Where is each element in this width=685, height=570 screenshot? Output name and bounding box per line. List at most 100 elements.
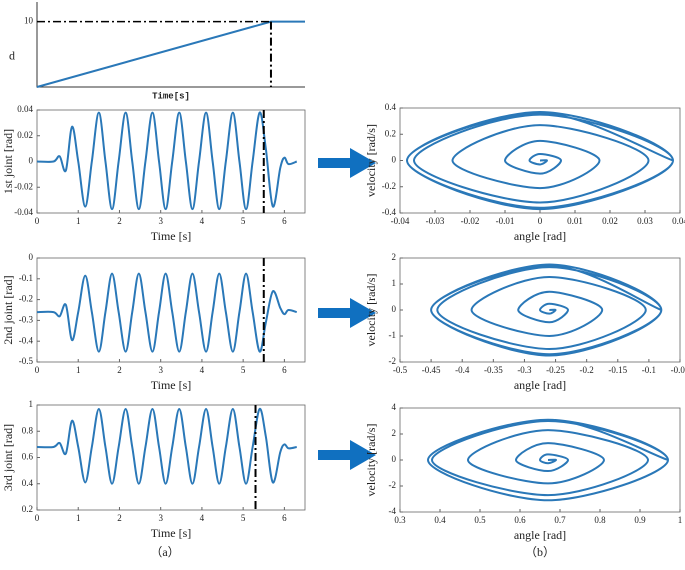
x-tick-label: 4	[200, 216, 205, 226]
y-tick-label: -0.2	[382, 181, 396, 191]
y-tick-label: 0.02	[17, 130, 33, 140]
arrow	[318, 148, 376, 178]
x-tick-label: 0	[35, 513, 40, 523]
x-tick-label: -0.2	[580, 365, 594, 375]
x-tick-label: -0.3	[517, 365, 532, 375]
data-line	[426, 418, 670, 502]
y-tick-label: -2	[389, 356, 397, 366]
y-tick-label: 1	[29, 399, 34, 409]
y-tick-label: 0	[29, 156, 34, 166]
x-tick-label: 6	[282, 513, 287, 523]
data-line	[36, 407, 297, 485]
x-tick-label: 1	[76, 513, 81, 523]
y-tick-label: 0.6	[22, 452, 34, 462]
x-axis-label: Time [s]	[151, 229, 192, 243]
x-tick-label: -0.05	[671, 365, 685, 375]
y-tick-label: 0.8	[22, 425, 34, 435]
y-tick-label: 0.2	[22, 504, 33, 514]
x-tick-label: 0.9	[634, 515, 646, 525]
data-line	[36, 272, 298, 353]
x-tick-label: 3	[158, 216, 163, 226]
y-tick-label: -0.3	[19, 314, 34, 324]
x-tick-label: 0	[35, 365, 40, 375]
y-axis-label: velocity [rad/s]	[364, 124, 378, 197]
y-tick-label: 2	[392, 428, 397, 438]
y-axis-label: velocity [rad/s]	[364, 424, 378, 497]
x-tick-label: 0	[538, 216, 543, 226]
axes-frame	[36, 257, 306, 363]
y-tick-label: 0	[392, 454, 397, 464]
y-tick-label: 10	[24, 16, 34, 26]
panel-label: （b）	[525, 545, 555, 559]
y-tick-label: 1	[392, 278, 397, 288]
x-tick-label: -0.45	[422, 365, 441, 375]
y-tick-label: 4	[392, 402, 397, 412]
x-tick-label: 0.7	[554, 515, 566, 525]
x-tick-label: 0.4	[434, 515, 446, 525]
y-tick-label: -4	[389, 506, 397, 516]
x-tick-label: -0.15	[608, 365, 627, 375]
y-tick-label: -2	[389, 480, 397, 490]
x-tick-label: 0.02	[602, 216, 618, 226]
x-tick-label: 4	[200, 513, 205, 523]
x-tick-label: 2	[117, 365, 122, 375]
x-tick-label: 0.01	[567, 216, 583, 226]
y-tick-label: 0.04	[17, 104, 33, 114]
y-axis-label: 2nd joint [rad]	[1, 275, 15, 344]
x-axis-label: angle [rad]	[514, 528, 566, 542]
x-tick-label: -0.04	[391, 216, 410, 226]
y-tick-label: -1	[389, 330, 397, 340]
x-tick-label: -0.01	[496, 216, 515, 226]
y-axis-label: velocity [rad/s]	[364, 274, 378, 347]
y-axis-label: 1st joint [rad]	[1, 129, 15, 194]
panel-label: （a）	[150, 545, 179, 559]
x-tick-label: 6	[282, 216, 287, 226]
y-axis-label: 3rd joint [rad]	[1, 424, 15, 491]
y-tick-label: 0	[392, 304, 397, 314]
y-tick-label: -0.04	[14, 207, 33, 217]
x-tick-label: 5	[241, 365, 246, 375]
x-tick-label: 1	[76, 365, 81, 375]
x-tick-label: 1	[76, 216, 81, 226]
y-tick-label: 0	[392, 155, 397, 165]
x-tick-label: -0.03	[426, 216, 445, 226]
data-line	[405, 110, 675, 211]
y-tick-label: 0.4	[385, 102, 397, 112]
x-tick-label: 4	[200, 365, 205, 375]
axes-frame	[36, 109, 306, 214]
x-axis-label: Time[s]	[152, 91, 190, 101]
y-tick-label: -0.5	[19, 356, 34, 366]
x-tick-label: 3	[158, 365, 163, 375]
y-tick-label: -0.02	[14, 181, 33, 191]
x-tick-label: -0.4	[455, 365, 470, 375]
arrows	[318, 148, 376, 470]
x-axis-label: Time [s]	[151, 378, 192, 392]
x-tick-label: 0.03	[637, 216, 653, 226]
y-tick-label: -0.1	[19, 273, 33, 283]
x-tick-label: 3	[158, 513, 163, 523]
x-tick-label: 0	[35, 216, 40, 226]
y-tick-label: -0.4	[382, 207, 397, 217]
x-tick-label: 0.5	[474, 515, 486, 525]
data-line	[36, 111, 298, 211]
x-tick-label: -0.25	[546, 365, 565, 375]
y-tick-label: 2	[392, 252, 397, 262]
data-line	[36, 20, 305, 88]
arrow	[318, 298, 376, 328]
x-tick-label: 2	[117, 513, 122, 523]
x-tick-label: 0.6	[514, 515, 526, 525]
x-axis-label: Time [s]	[151, 526, 192, 540]
y-tick-label: 0.4	[22, 478, 34, 488]
x-tick-label: 0.3	[394, 515, 406, 525]
x-tick-label: 6	[282, 365, 287, 375]
arrow	[318, 440, 376, 470]
x-tick-label: 5	[241, 513, 246, 523]
x-tick-label: 0.04	[672, 216, 685, 226]
x-tick-label: 5	[241, 216, 246, 226]
y-tick-label: -0.2	[19, 294, 33, 304]
x-tick-label: -0.1	[642, 365, 656, 375]
x-axis-label: angle [rad]	[514, 378, 566, 392]
x-tick-label: -0.5	[393, 365, 408, 375]
x-tick-label: 1	[678, 515, 683, 525]
